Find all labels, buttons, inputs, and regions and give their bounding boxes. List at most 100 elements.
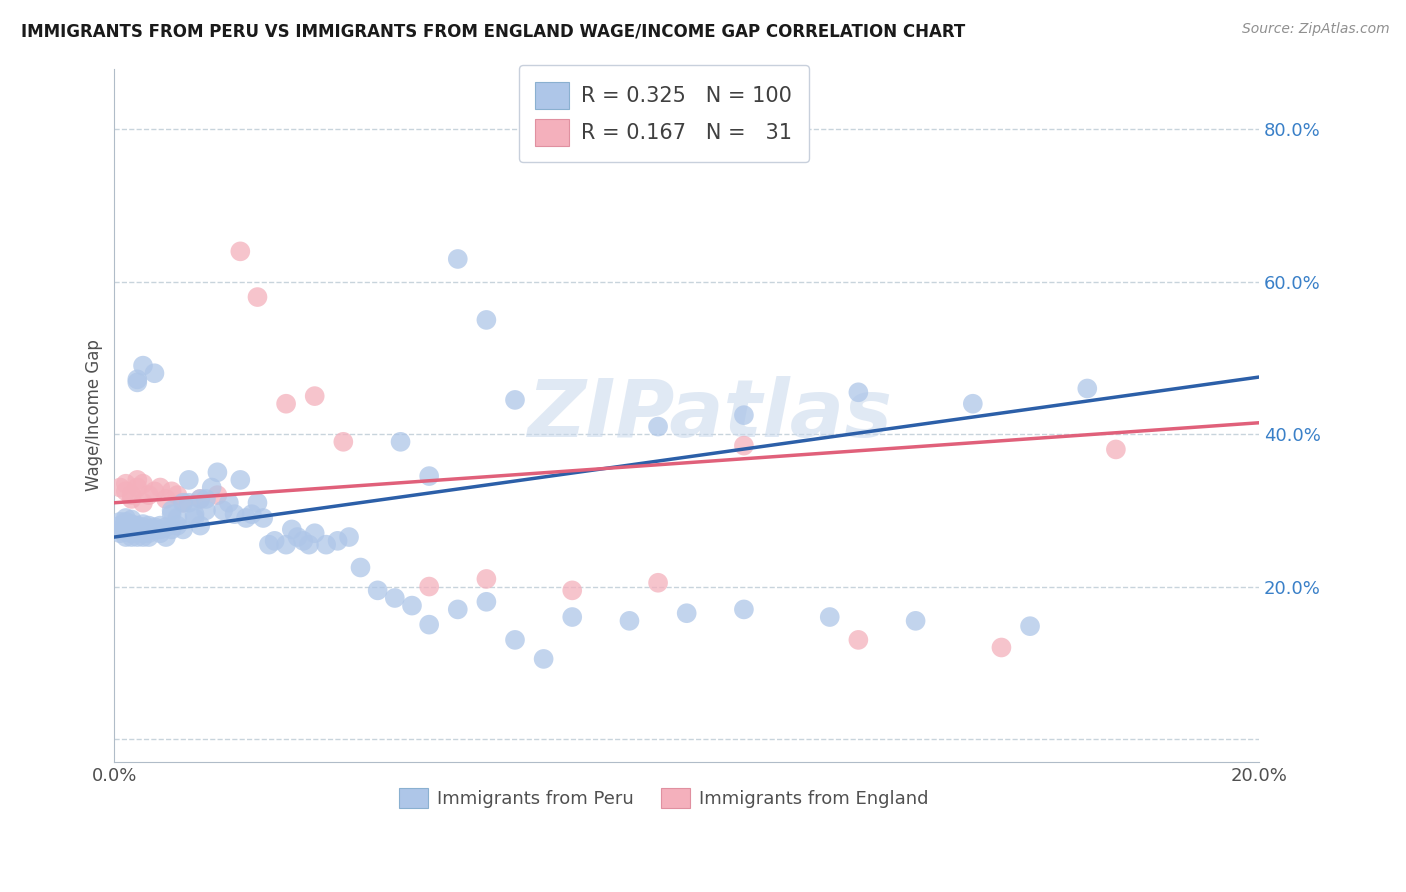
Point — [127, 518, 149, 533]
Point — [108, 518, 131, 533]
Point — [132, 517, 155, 532]
Point — [132, 530, 155, 544]
Point — [121, 530, 143, 544]
Point — [188, 518, 211, 533]
Point — [172, 523, 194, 537]
Point — [675, 606, 697, 620]
Point — [561, 583, 583, 598]
Point — [733, 439, 755, 453]
Point — [132, 526, 155, 541]
Point — [166, 518, 188, 533]
Point — [149, 481, 172, 495]
Point — [619, 614, 641, 628]
Point — [337, 530, 360, 544]
Point — [475, 572, 498, 586]
Point — [252, 511, 274, 525]
Point — [475, 313, 498, 327]
Point — [115, 524, 138, 539]
Point — [108, 526, 131, 541]
Point — [160, 507, 183, 521]
Point — [326, 533, 349, 548]
Point — [246, 496, 269, 510]
Point — [274, 538, 297, 552]
Point — [447, 602, 470, 616]
Point — [108, 515, 131, 529]
Point — [115, 520, 138, 534]
Point — [155, 530, 177, 544]
Point — [127, 473, 149, 487]
Point — [304, 526, 326, 541]
Point — [218, 496, 240, 510]
Point — [201, 481, 224, 495]
Point — [172, 496, 194, 510]
Point — [1105, 442, 1128, 457]
Point — [143, 484, 166, 499]
Text: Source: ZipAtlas.com: Source: ZipAtlas.com — [1241, 22, 1389, 37]
Point — [138, 530, 160, 544]
Point — [292, 533, 315, 548]
Point — [143, 523, 166, 537]
Point — [121, 526, 143, 541]
Point — [561, 610, 583, 624]
Point — [155, 491, 177, 506]
Point — [132, 359, 155, 373]
Point — [367, 583, 389, 598]
Point — [503, 632, 526, 647]
Point — [115, 476, 138, 491]
Point — [447, 252, 470, 266]
Point — [177, 496, 200, 510]
Point — [1076, 382, 1098, 396]
Point — [172, 496, 194, 510]
Point — [418, 469, 440, 483]
Legend: Immigrants from Peru, Immigrants from England: Immigrants from Peru, Immigrants from En… — [392, 780, 935, 815]
Point — [138, 526, 160, 541]
Point — [1019, 619, 1042, 633]
Point — [235, 511, 257, 525]
Point — [177, 473, 200, 487]
Point — [349, 560, 371, 574]
Point — [149, 518, 172, 533]
Point — [246, 290, 269, 304]
Point — [257, 538, 280, 552]
Point — [212, 503, 235, 517]
Point — [108, 481, 131, 495]
Point — [166, 488, 188, 502]
Point — [115, 511, 138, 525]
Point — [149, 526, 172, 541]
Point — [121, 488, 143, 502]
Point — [298, 538, 321, 552]
Point — [384, 591, 406, 605]
Point — [647, 575, 669, 590]
Point — [160, 503, 183, 517]
Point — [401, 599, 423, 613]
Point — [143, 366, 166, 380]
Point — [229, 244, 252, 259]
Point — [188, 491, 211, 506]
Point — [475, 595, 498, 609]
Point — [503, 392, 526, 407]
Point — [418, 580, 440, 594]
Point — [132, 476, 155, 491]
Point — [194, 491, 217, 506]
Point — [127, 376, 149, 390]
Point — [121, 512, 143, 526]
Point — [281, 523, 304, 537]
Point — [121, 491, 143, 506]
Point — [127, 523, 149, 537]
Point — [647, 419, 669, 434]
Point — [287, 530, 309, 544]
Point — [127, 530, 149, 544]
Point — [332, 434, 354, 449]
Point — [121, 520, 143, 534]
Point — [138, 523, 160, 537]
Point — [733, 602, 755, 616]
Point — [160, 484, 183, 499]
Point — [115, 484, 138, 499]
Point — [274, 397, 297, 411]
Point — [138, 518, 160, 533]
Point — [315, 538, 337, 552]
Point — [962, 397, 984, 411]
Point — [115, 518, 138, 533]
Point — [848, 632, 870, 647]
Point — [818, 610, 841, 624]
